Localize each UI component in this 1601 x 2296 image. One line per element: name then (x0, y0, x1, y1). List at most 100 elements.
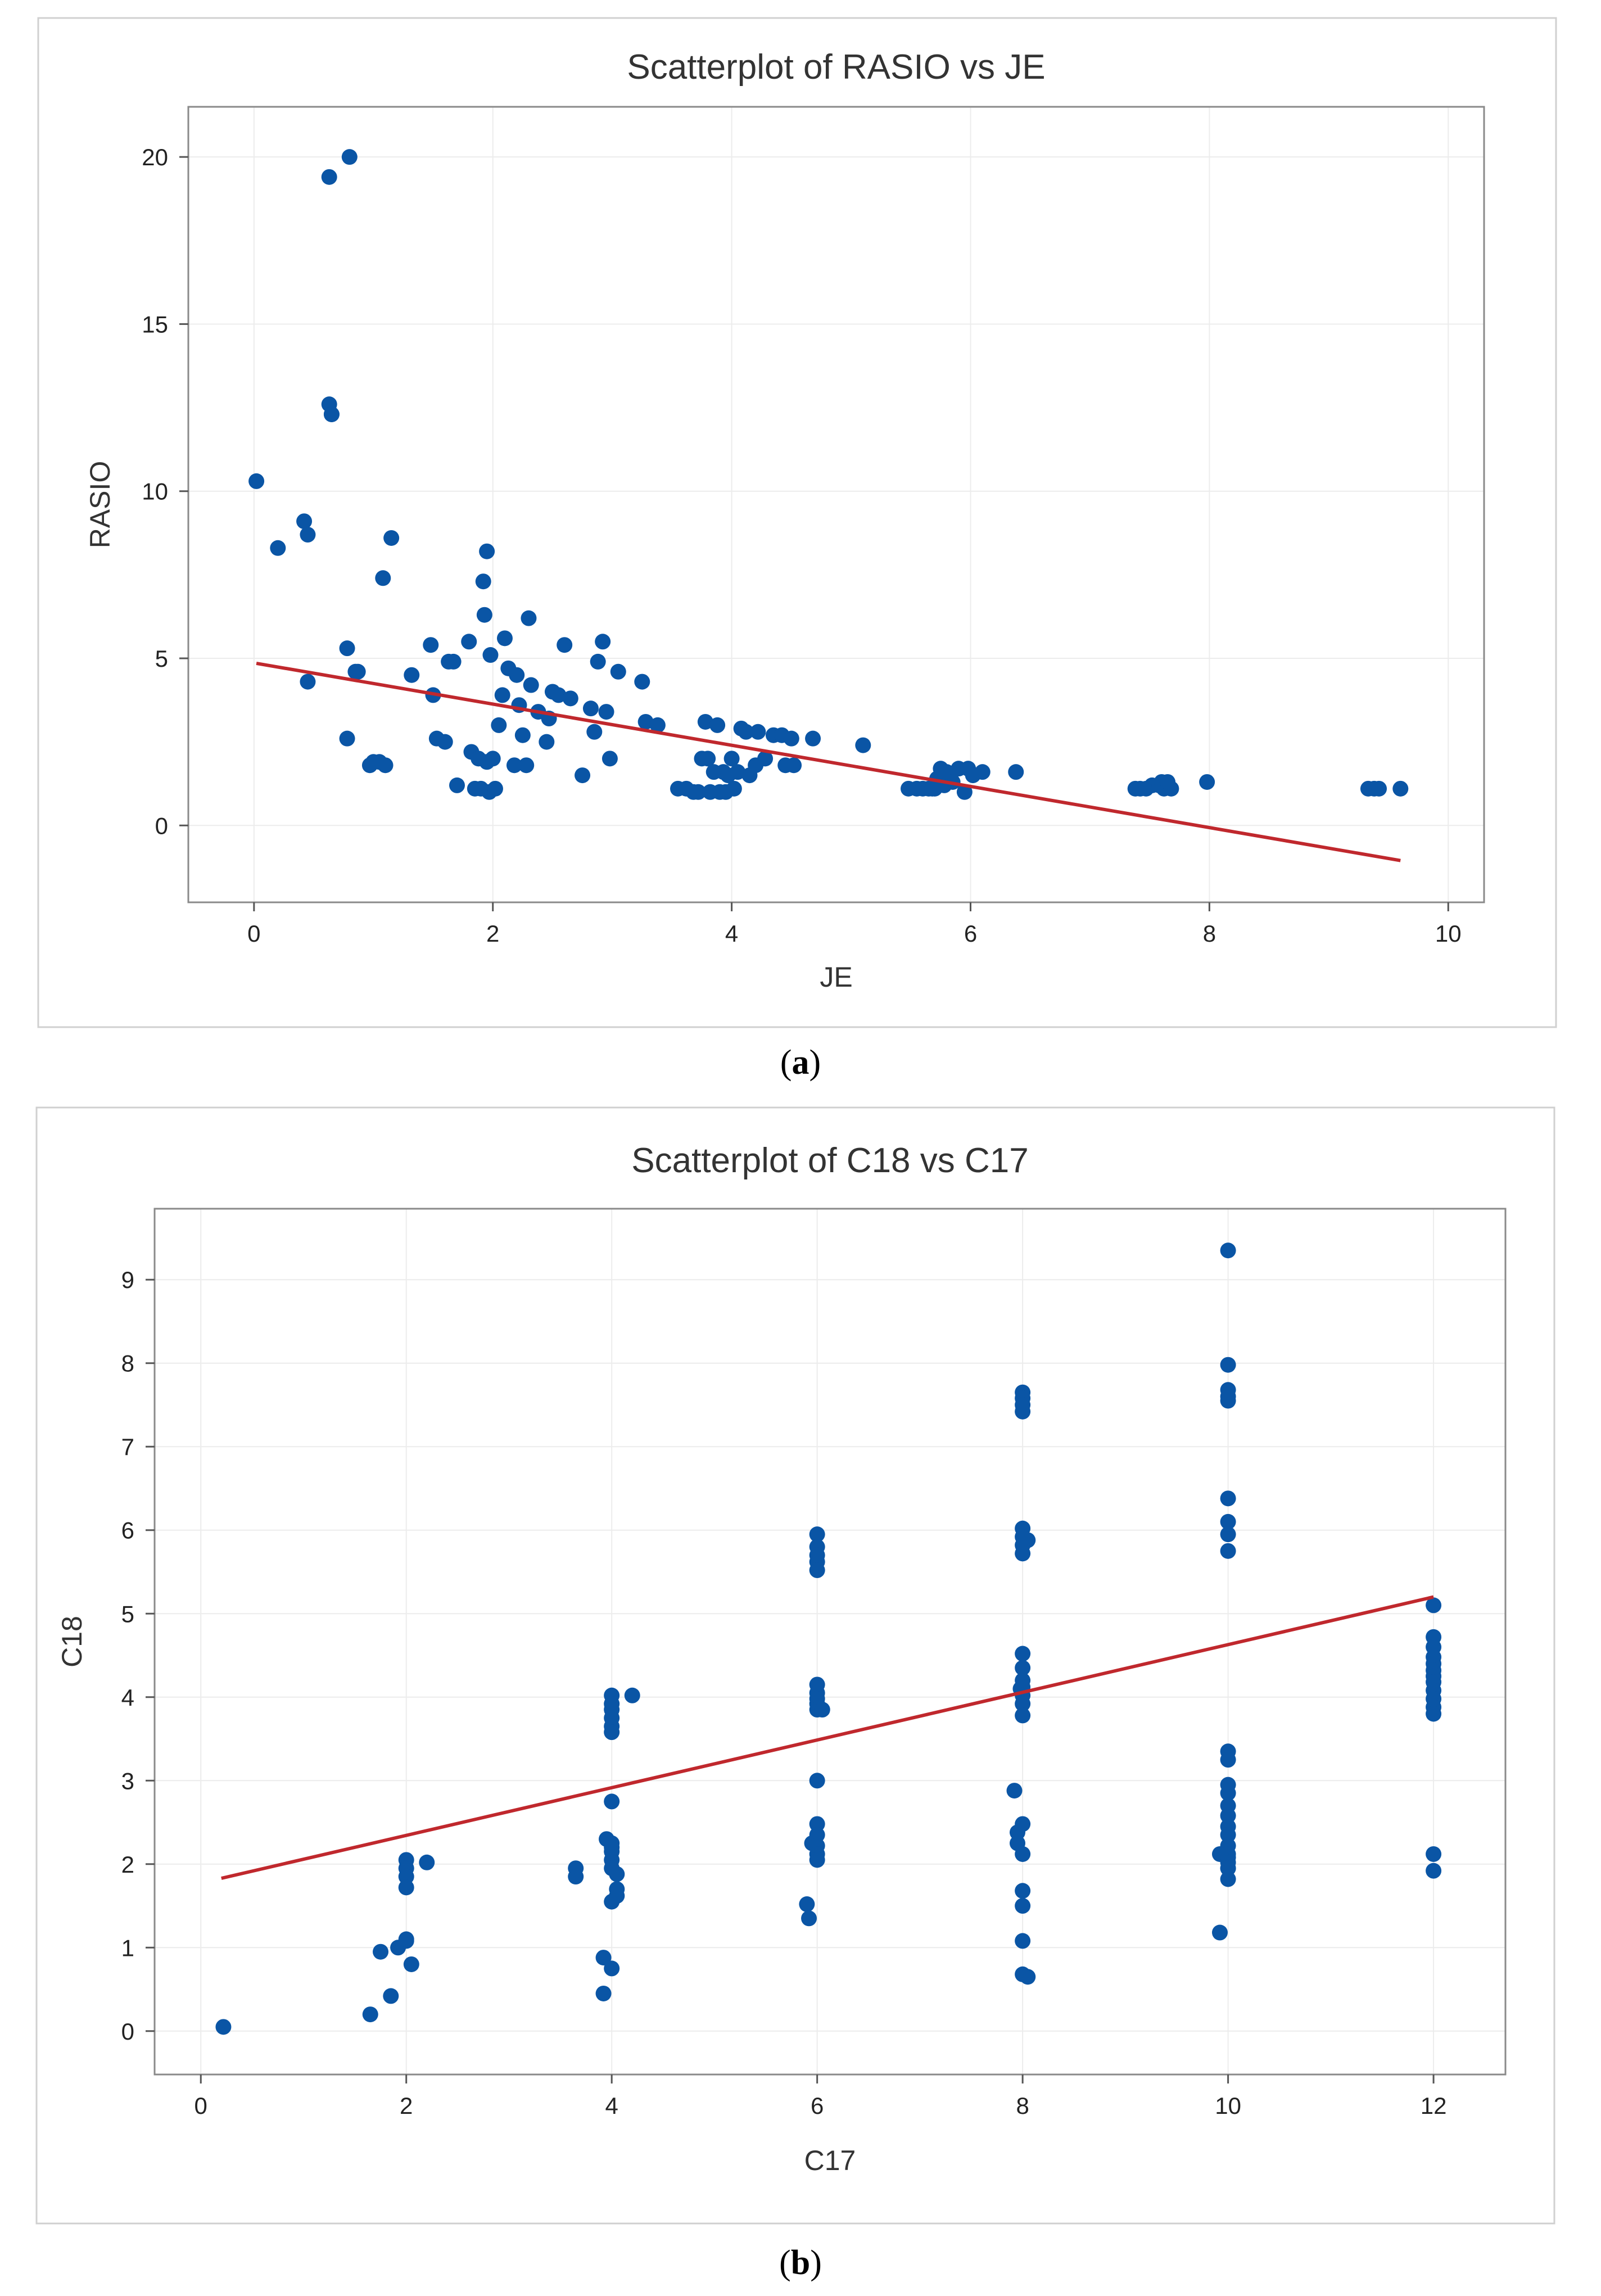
data-point (1220, 1871, 1236, 1887)
data-point (700, 751, 716, 767)
x-axis-label: JE (820, 961, 852, 993)
data-point (786, 757, 802, 774)
data-point (1220, 1860, 1236, 1877)
data-point (575, 767, 591, 784)
chart-panel-a: Scatterplot of RASIO vs JE 0 2 4 6 8 10 0 5 10 15 2… (0, 0, 1601, 1034)
data-point (461, 634, 477, 650)
y-tick-label: 3 (121, 1768, 134, 1794)
data-point (341, 149, 358, 165)
chart-frame (35, 1106, 1555, 2225)
data-point (697, 713, 713, 730)
data-point (726, 780, 742, 797)
caption-a-letter: a (792, 1043, 809, 1082)
data-point (373, 1944, 389, 1960)
y-tick-label: 20 (142, 144, 168, 170)
data-point (506, 757, 522, 774)
data-point (398, 1931, 414, 1947)
data-point (1211, 1924, 1228, 1941)
data-point (601, 751, 618, 767)
y-tick-label: 6 (121, 1517, 134, 1544)
data-point (300, 674, 316, 690)
y-tick-label: 5 (155, 645, 168, 672)
data-point (377, 757, 394, 774)
caption-b-open: ( (779, 2244, 791, 2282)
data-point (582, 700, 599, 717)
data-point (1015, 1696, 1031, 1712)
y-tick-label: 5 (121, 1601, 134, 1627)
data-point (1426, 1846, 1442, 1862)
data-point (215, 2019, 232, 2035)
data-point (479, 543, 495, 559)
data-point (956, 784, 973, 800)
data-point (1392, 780, 1409, 797)
data-point (595, 634, 611, 650)
data-point (801, 1910, 817, 1927)
x-tick-label: 4 (725, 920, 738, 947)
data-point (1220, 1490, 1236, 1507)
data-point (1426, 1706, 1442, 1722)
data-point (482, 647, 499, 663)
data-point (491, 717, 507, 733)
data-point (595, 1985, 612, 2001)
data-point (1015, 1883, 1031, 1899)
data-point (487, 780, 503, 797)
data-point (730, 764, 746, 780)
data-point (610, 663, 626, 680)
data-point (350, 663, 366, 680)
y-tick-label: 1 (121, 1935, 134, 1961)
data-point (595, 1950, 612, 1966)
data-point (1371, 780, 1387, 797)
data-point (1015, 1660, 1031, 1676)
data-point (509, 667, 525, 683)
data-point (809, 1827, 825, 1843)
caption-b: (b) (0, 2243, 1601, 2283)
data-point (398, 1879, 414, 1896)
data-point (296, 513, 313, 530)
data-point (604, 1793, 620, 1810)
data-point (805, 730, 821, 747)
data-point (1020, 1969, 1036, 1985)
x-tick-label: 10 (1215, 2092, 1241, 2119)
data-point (539, 734, 555, 750)
data-point (709, 717, 726, 733)
data-point (609, 1888, 625, 1904)
data-point (624, 1687, 640, 1703)
data-point (1163, 780, 1179, 797)
data-point (1220, 1827, 1236, 1843)
chart-frame (37, 17, 1557, 1028)
data-point (799, 1896, 815, 1913)
caption-a: (a) (0, 1043, 1601, 1083)
data-point (339, 730, 355, 747)
data-point (1220, 1357, 1236, 1373)
data-point (1220, 1807, 1236, 1824)
data-point (609, 1866, 625, 1882)
data-point (690, 784, 707, 800)
data-point (1015, 1816, 1031, 1832)
caption-b-close: ) (810, 2244, 822, 2282)
data-point (521, 610, 537, 626)
y-tick-label: 9 (121, 1267, 134, 1293)
chart-title: Scatterplot of RASIO vs JE (627, 48, 1045, 87)
data-point (1220, 1543, 1236, 1559)
data-point (809, 1852, 825, 1868)
data-point (634, 674, 650, 690)
data-point (403, 1956, 419, 1972)
data-point (1006, 1783, 1023, 1799)
y-tick-label: 0 (155, 812, 168, 839)
data-point (637, 713, 654, 730)
data-point (383, 1988, 399, 2004)
y-tick-label: 8 (121, 1350, 134, 1377)
data-point (270, 540, 286, 556)
data-point (1015, 1545, 1031, 1562)
data-point (586, 724, 603, 740)
data-point (476, 607, 492, 623)
data-point (1220, 1513, 1236, 1530)
data-point (1199, 774, 1215, 790)
data-point (1015, 1707, 1031, 1724)
data-point (248, 473, 265, 489)
chart-panel-b: Scatterplot of C18 vs C17 0 2 4 6 8 10 12 0 1 2 3 4 5… (0, 1102, 1601, 2243)
data-point (1020, 1532, 1036, 1548)
data-point (1015, 1646, 1031, 1662)
plot-area-border (153, 1208, 1507, 2076)
